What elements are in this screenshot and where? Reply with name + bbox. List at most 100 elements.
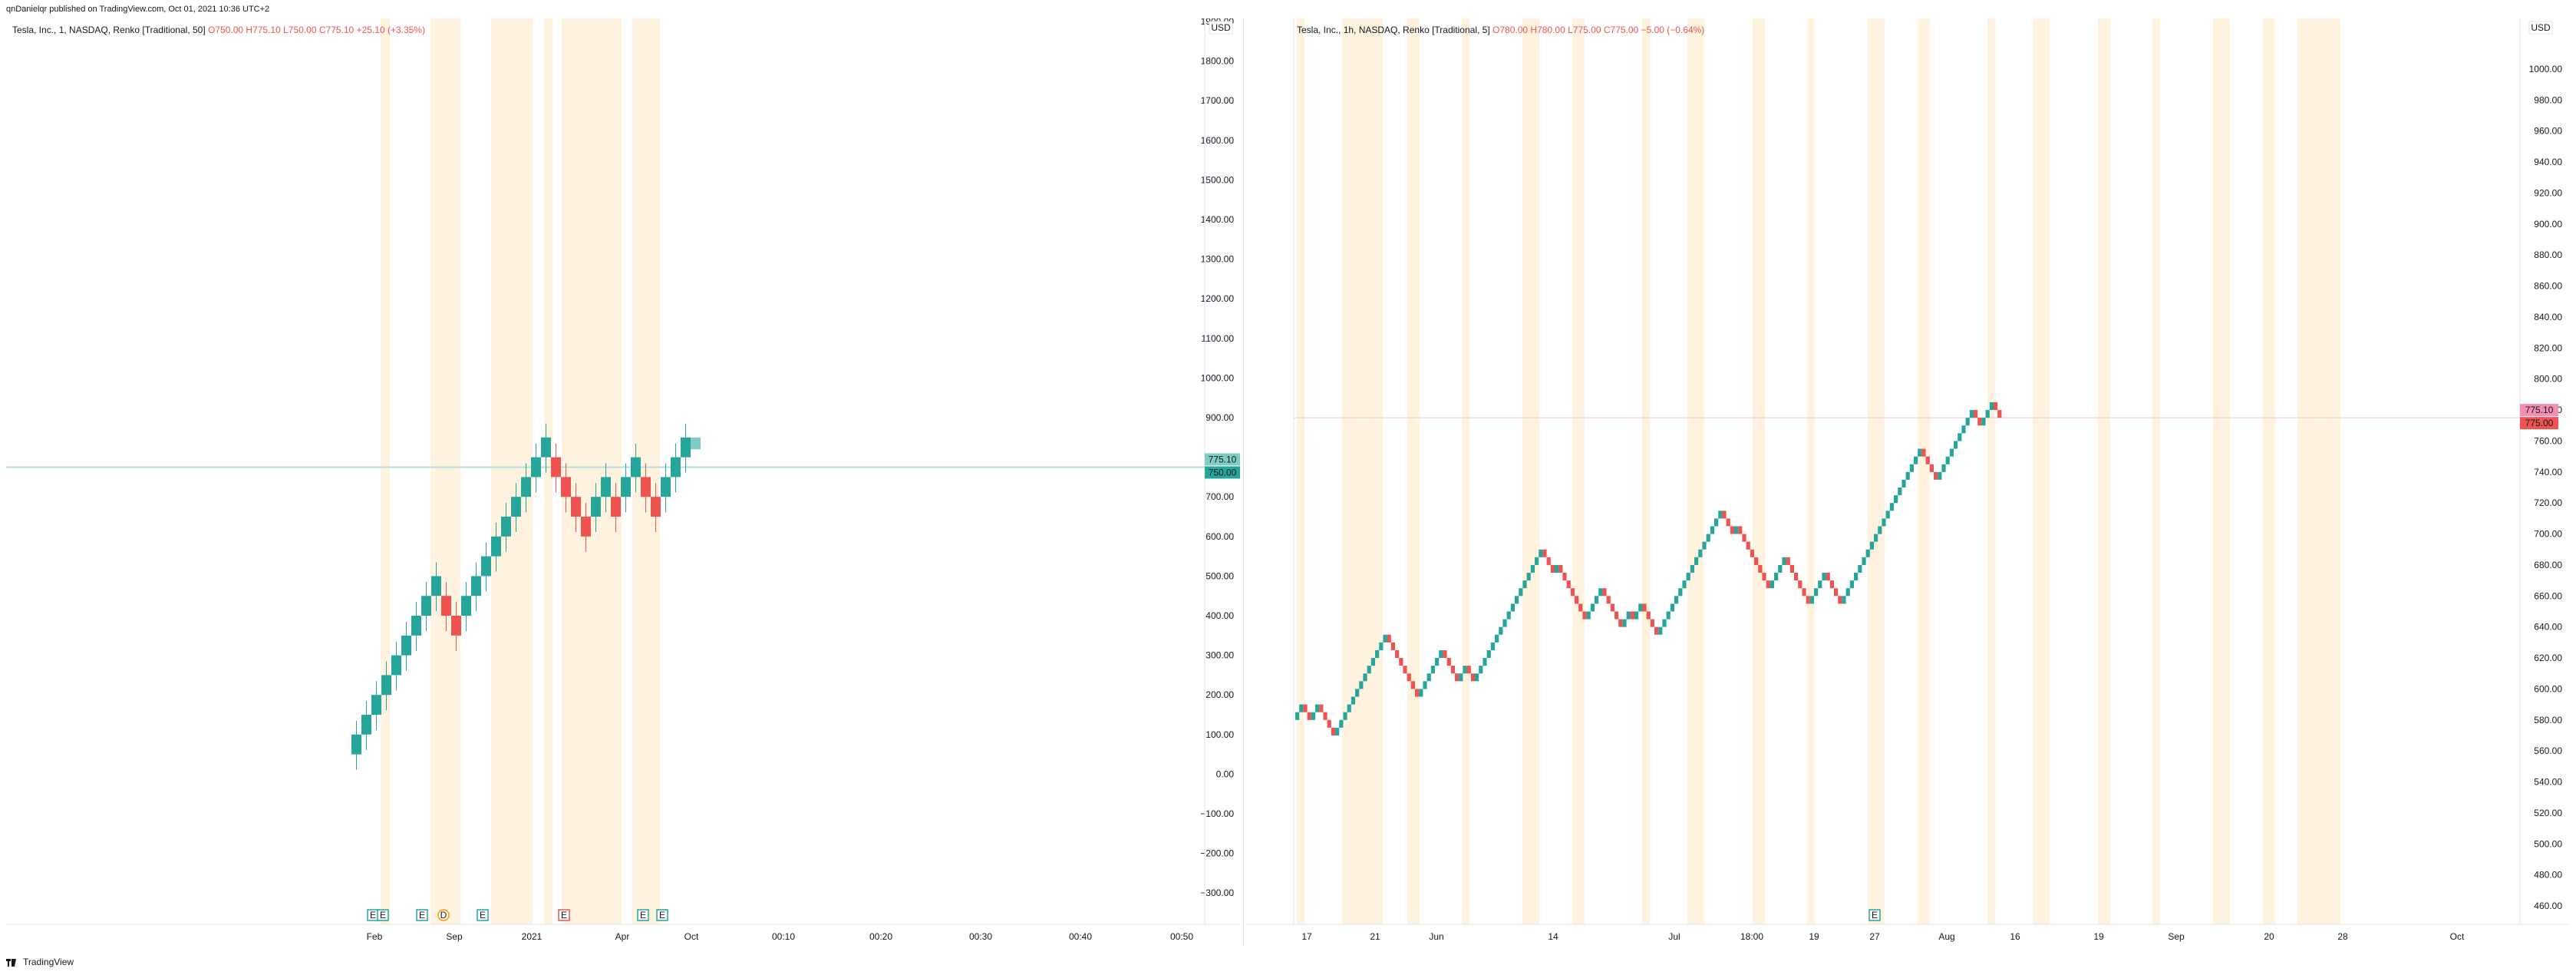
renko-brick bbox=[1849, 580, 1854, 589]
y-tick-label: 0.00 bbox=[1216, 768, 1235, 779]
pane-divider[interactable] bbox=[1243, 18, 1244, 946]
currency-box bbox=[2528, 21, 2553, 35]
event-marker-label: E bbox=[1872, 910, 1878, 920]
right-high-value: H780.00 bbox=[1530, 25, 1565, 35]
renko-brick bbox=[1914, 456, 1918, 464]
renko-brick bbox=[571, 497, 581, 517]
renko-brick bbox=[1770, 580, 1774, 589]
y-tick-label: 600.00 bbox=[1206, 531, 1234, 542]
renko-brick bbox=[1706, 534, 1710, 542]
renko-brick bbox=[1958, 433, 1962, 441]
currency-label: USD bbox=[2531, 22, 2551, 33]
renko-brick bbox=[1586, 611, 1591, 620]
y-tick-label: −300.00 bbox=[1200, 887, 1234, 898]
renko-brick bbox=[1862, 557, 1866, 565]
y-tick-label: 1400.00 bbox=[1201, 214, 1235, 225]
renko-brick bbox=[1878, 526, 1882, 534]
y-tick-label: 1800.00 bbox=[1201, 56, 1235, 67]
renko-brick bbox=[1562, 573, 1567, 581]
right-ohlc-legend: Tesla, Inc., 1h, NASDAQ, Renko [Traditio… bbox=[1297, 25, 1704, 35]
earnings-marker bbox=[656, 909, 668, 921]
session-band bbox=[1642, 18, 1650, 924]
renko-brick bbox=[1845, 588, 1850, 597]
renko-brick bbox=[1526, 573, 1531, 581]
y-tick-label: 620.00 bbox=[2534, 653, 2562, 663]
x-tick-label: 19 bbox=[2093, 931, 2104, 942]
renko-brick bbox=[611, 497, 621, 517]
renko-brick bbox=[1419, 689, 1423, 697]
renko-brick bbox=[1578, 603, 1583, 612]
renko-brick bbox=[1997, 410, 2002, 418]
close-price-tag bbox=[1205, 466, 1240, 479]
close-price-tag bbox=[2520, 417, 2558, 430]
renko-brick bbox=[1869, 541, 1874, 550]
renko-brick bbox=[1335, 727, 1340, 735]
renko-brick bbox=[1506, 611, 1511, 620]
renko-brick bbox=[1423, 681, 1427, 689]
renko-brick bbox=[1479, 666, 1483, 674]
renko-brick bbox=[1387, 634, 1391, 643]
renko-brick bbox=[1954, 441, 1958, 449]
renko-brick bbox=[1311, 712, 1315, 720]
renko-brick bbox=[1726, 518, 1730, 527]
y-tick-label: 760.00 bbox=[2534, 435, 2562, 446]
session-band bbox=[1572, 18, 1585, 924]
right-open-value: O780.00 bbox=[1492, 25, 1529, 35]
renko-brick bbox=[1415, 689, 1420, 697]
event-marker-label: E bbox=[370, 910, 376, 920]
renko-brick bbox=[1315, 704, 1320, 712]
right-chart-pane[interactable]: 1000.00 980.00 960.00 940.00 920.00 900.00 880… bbox=[1246, 18, 2570, 946]
renko-brick bbox=[1351, 696, 1355, 705]
close-price-tag-label: 750.00 bbox=[1209, 467, 1237, 478]
session-band bbox=[2263, 18, 2275, 924]
renko-brick bbox=[1370, 658, 1375, 666]
renko-brick bbox=[451, 616, 461, 636]
renko-brick bbox=[1622, 619, 1627, 627]
earnings-marker bbox=[377, 909, 389, 921]
renko-brick bbox=[1530, 564, 1535, 573]
renko-brick bbox=[1495, 634, 1499, 643]
renko-brick bbox=[1694, 557, 1699, 565]
renko-brick bbox=[1865, 549, 1870, 557]
y-tick-label: 500.00 bbox=[1206, 570, 1234, 581]
y-tick-label: 640.00 bbox=[2534, 622, 2562, 633]
renko-brick bbox=[1499, 626, 1503, 635]
renko-brick bbox=[1403, 666, 1407, 674]
x-tick-label: 2021 bbox=[522, 931, 543, 942]
renko-brick bbox=[1774, 573, 1779, 581]
renko-brick bbox=[1814, 588, 1819, 597]
renko-brick bbox=[1782, 557, 1786, 565]
renko-brick bbox=[1606, 596, 1611, 604]
renko-brick bbox=[1475, 673, 1479, 682]
left-chart-pane[interactable]: 1900.001800.001700.001600.001500.001400.… bbox=[6, 18, 1240, 946]
renko-brick bbox=[1610, 603, 1615, 612]
renko-brick bbox=[641, 477, 651, 497]
session-band bbox=[430, 18, 460, 924]
renko-brick bbox=[1566, 580, 1571, 589]
renko-brick bbox=[1901, 479, 1906, 488]
projected-brick bbox=[691, 437, 701, 450]
renko-brick bbox=[651, 497, 661, 517]
x-tick-label: Feb bbox=[367, 931, 383, 942]
y-tick-label: 740.00 bbox=[2534, 467, 2562, 478]
renko-brick bbox=[1822, 573, 1826, 581]
renko-brick bbox=[1974, 410, 1978, 418]
renko-brick bbox=[1686, 573, 1690, 581]
renko-brick bbox=[1367, 666, 1371, 674]
renko-brick bbox=[1702, 541, 1707, 550]
renko-brick bbox=[1762, 573, 1766, 581]
y-tick-label: −100.00 bbox=[1200, 808, 1234, 819]
renko-brick bbox=[1542, 549, 1547, 557]
renko-brick bbox=[1826, 573, 1830, 581]
left-renko-chart[interactable]: 1900.001800.001700.001600.001500.001400.… bbox=[6, 18, 1240, 946]
right-renko-chart[interactable]: 1000.00 980.00 960.00 940.00 920.00 900.00 880… bbox=[1246, 18, 2570, 946]
left-symbol-title: Tesla, Inc., 1, NASDAQ, Renko [Tradition… bbox=[12, 25, 206, 35]
renko-brick bbox=[1786, 557, 1790, 565]
x-tick-label: Jul bbox=[1668, 931, 1680, 942]
renko-brick bbox=[1590, 603, 1595, 612]
renko-brick bbox=[461, 596, 471, 616]
renko-brick bbox=[561, 477, 571, 497]
renko-brick bbox=[1918, 448, 1922, 457]
footer-brand[interactable]: TradingView bbox=[23, 957, 74, 967]
renko-brick bbox=[1595, 596, 1599, 604]
